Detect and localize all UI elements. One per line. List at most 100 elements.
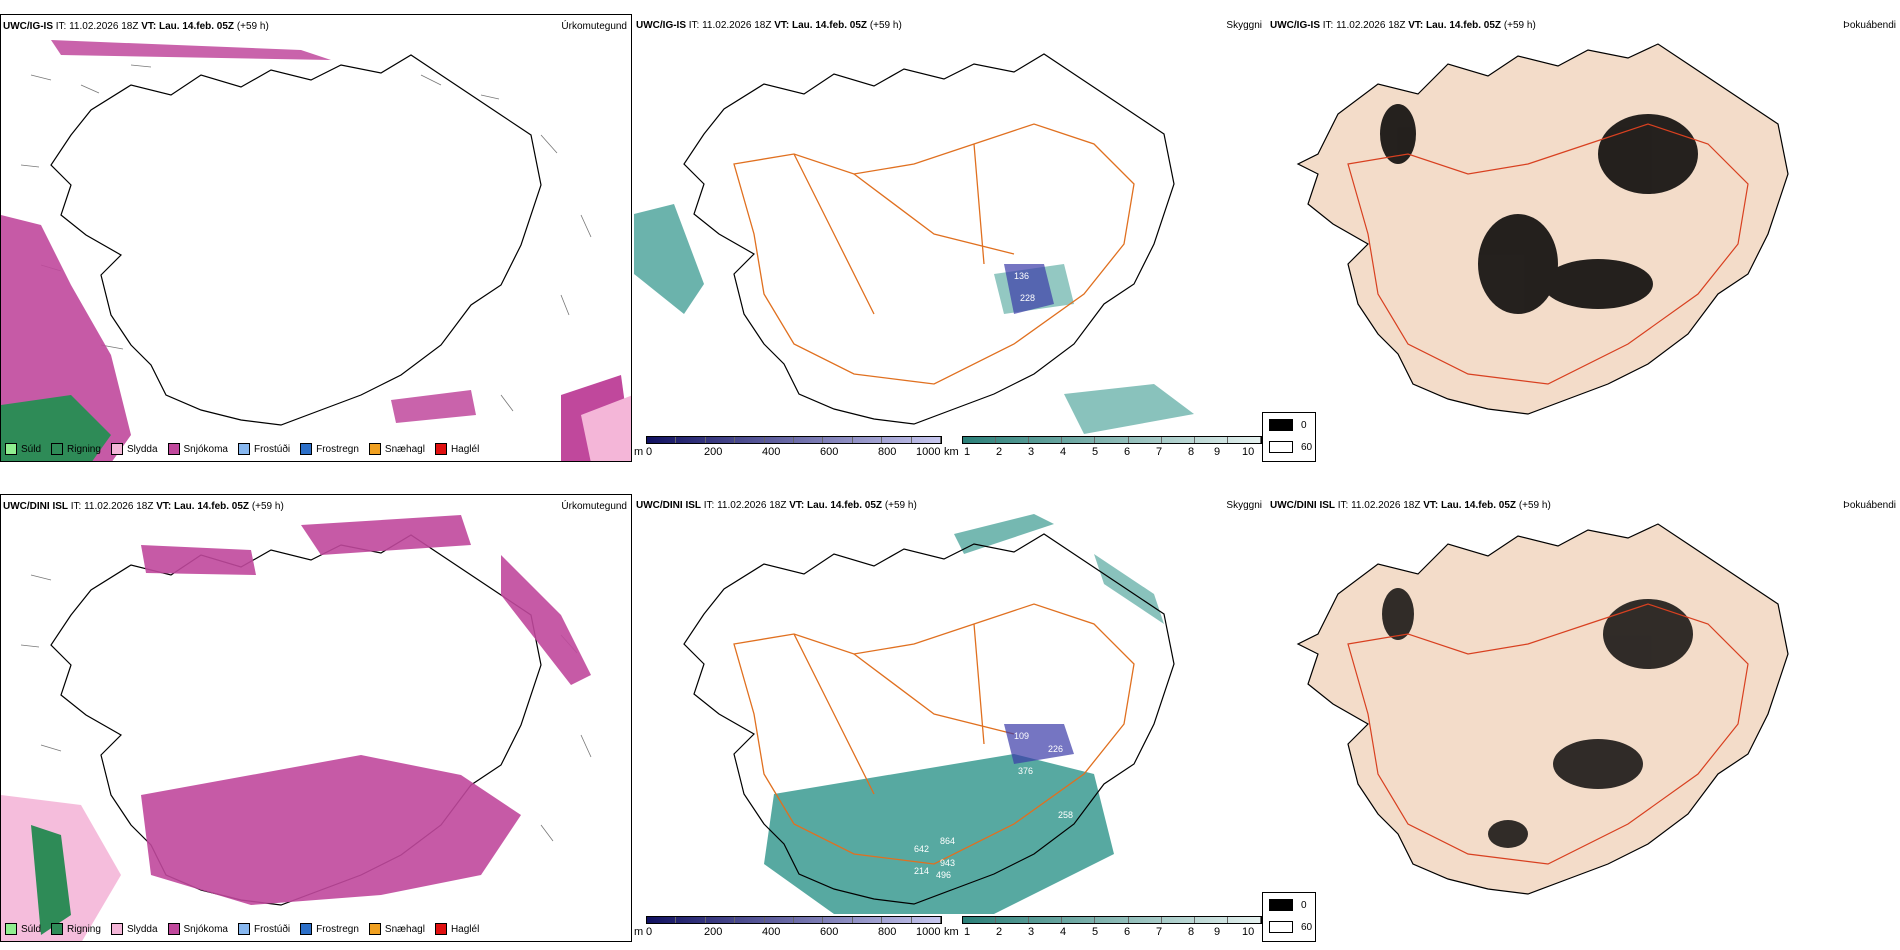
- model-name: UWC/DINI ISL: [3, 501, 68, 512]
- legend-item: Haglél: [434, 923, 479, 935]
- fog-legend-row2: 0 60: [1262, 892, 1316, 942]
- precip-panel-row1: UWC/IG-IS IT: 11.02.2026 18Z VT: Lau. 14…: [0, 14, 632, 462]
- valid-time: VT: Lau. 14.feb. 05Z: [1408, 20, 1502, 31]
- legend-item: Frostúði: [237, 443, 290, 455]
- visibility-tick: 9: [1214, 446, 1221, 458]
- legend-item: Frostregn: [300, 443, 359, 455]
- lead-time: (+59 h): [251, 501, 284, 512]
- panel-title: Skyggni: [1226, 20, 1262, 31]
- valid-time: VT: Lau. 14.feb. 05Z: [141, 21, 235, 32]
- visibility-panel-row1: 136 228 UWC/IG-IS IT: 11.02.2026 18Z VT:…: [634, 14, 1266, 462]
- visibility-tick: 10: [1242, 446, 1255, 458]
- visibility-colorbar-row1: km 1 2 3 4 5 6 7 8 9 10: [944, 436, 1262, 460]
- ceiling-label: 228: [1020, 293, 1035, 303]
- visibility-tick: 2: [996, 926, 1003, 938]
- ceiling-label: 128: [940, 726, 955, 736]
- fog-panel-row1: UWC/IG-IS IT: 11.02.2026 18Z VT: Lau. 14…: [1268, 14, 1900, 462]
- visibility-tick: 8: [1188, 926, 1195, 938]
- visibility-tick: 1: [964, 446, 971, 458]
- visibility-tick: 1: [964, 926, 971, 938]
- legend-item: Snjókoma: [167, 923, 228, 935]
- fog-legend-row1: 0 60: [1262, 412, 1316, 462]
- ceiling-label: 864: [940, 836, 955, 846]
- precip-map-row2: [1, 515, 592, 941]
- valid-time: VT: Lau. 14.feb. 05Z: [774, 20, 868, 31]
- panel-title: Úrkomutegund: [561, 21, 627, 32]
- visibility-tick: 3: [1028, 446, 1035, 458]
- visibility-colorbar-row2: km 1 2 3 4 5 6 7 8 9 10: [944, 916, 1262, 940]
- ceiling-tick: 1000: [916, 446, 941, 458]
- iceland-outline-row2-vis: [683, 533, 1175, 905]
- lead-time: (+59 h): [869, 20, 902, 31]
- init-time: IT: 11.02.2026 18Z: [703, 500, 787, 511]
- legend-item: Snæhagl: [368, 443, 425, 455]
- precip-map-row1: [1, 40, 631, 461]
- visibility-tick: 7: [1156, 926, 1163, 938]
- visibility-map-row1: 136 228: [634, 53, 1194, 434]
- model-name: UWC/IG-IS: [1270, 20, 1320, 31]
- legend-item: Snæhagl: [368, 923, 425, 935]
- ceiling-label: 109: [1014, 731, 1029, 741]
- precip-header-row1: UWC/IG-IS IT: 11.02.2026 18Z VT: Lau. 14…: [1, 15, 631, 32]
- ceiling-label: 496: [936, 870, 951, 880]
- legend-item: Frostúði: [237, 923, 290, 935]
- visibility-map-row2: 128 109 226 376 961 642 864 214 943 496 …: [660, 514, 1175, 914]
- road-network: [733, 123, 1135, 385]
- visibility-tick: 6: [1124, 926, 1131, 938]
- fog-map-row2: [1296, 523, 1789, 895]
- panel-title: Skyggni: [1226, 500, 1262, 511]
- init-time: IT: 11.02.2026 18Z: [688, 20, 772, 31]
- fog-legend-label: 0: [1301, 899, 1307, 911]
- fog-legend-label: 0: [1301, 419, 1307, 431]
- init-time: IT: 11.02.2026 18Z: [55, 21, 139, 32]
- visibility-header-row1: UWC/IG-IS IT: 11.02.2026 18Z VT: Lau. 14…: [634, 14, 1266, 31]
- ceiling-tick: 0: [646, 926, 653, 938]
- ceiling-tick: 800: [878, 446, 897, 458]
- visibility-unit: km: [944, 926, 959, 938]
- legend-item: Slydda: [110, 923, 158, 935]
- ceiling-tick: 800: [878, 926, 897, 938]
- ceiling-tick: 200: [704, 926, 723, 938]
- visibility-panel-row2: 128 109 226 376 961 642 864 214 943 496 …: [634, 494, 1266, 942]
- visibility-tick: 4: [1060, 926, 1067, 938]
- valid-time: VT: Lau. 14.feb. 05Z: [1423, 500, 1517, 511]
- ceiling-label: 642: [914, 844, 929, 854]
- fog-panel-row2: UWC/DINI ISL IT: 11.02.2026 18Z VT: Lau.…: [1268, 494, 1900, 942]
- ceiling-label: 214: [914, 866, 929, 876]
- ceiling-tick: 400: [762, 926, 781, 938]
- model-name: UWC/DINI ISL: [636, 500, 701, 511]
- road-network: [733, 603, 1135, 865]
- ceiling-unit: m: [634, 446, 644, 458]
- visibility-tick: 6: [1124, 446, 1131, 458]
- fog-map-row1: [1296, 43, 1789, 415]
- ceiling-tick: 600: [820, 926, 839, 938]
- visibility-tick: 4: [1060, 446, 1067, 458]
- model-name: UWC/DINI ISL: [1270, 500, 1335, 511]
- fog-legend-label: 60: [1301, 921, 1313, 933]
- fog-header-row1: UWC/IG-IS IT: 11.02.2026 18Z VT: Lau. 14…: [1268, 14, 1900, 31]
- init-time: IT: 11.02.2026 18Z: [1322, 20, 1406, 31]
- precip-header-row2: UWC/DINI ISL IT: 11.02.2026 18Z VT: Lau.…: [1, 495, 631, 512]
- iceland-outline-row1: [50, 54, 542, 426]
- legend-item: Frostregn: [300, 923, 359, 935]
- panel-title: Úrkomutegund: [561, 501, 627, 512]
- ceiling-tick: 400: [762, 446, 781, 458]
- valid-time: VT: Lau. 14.feb. 05Z: [156, 501, 250, 512]
- model-name: UWC/IG-IS: [636, 20, 686, 31]
- ceiling-tick: 0: [646, 446, 653, 458]
- init-time: IT: 11.02.2026 18Z: [70, 501, 154, 512]
- ceiling-tick: 200: [704, 446, 723, 458]
- lead-time: (+59 h): [1518, 500, 1551, 511]
- precip-legend-row2: Súld Rigning Slydda Snjókoma Frostúði Fr…: [5, 923, 479, 935]
- legend-item: Slydda: [110, 443, 158, 455]
- legend-item: Súld: [5, 923, 41, 935]
- ceiling-label: 226: [1048, 744, 1063, 754]
- ceiling-label: 376: [1018, 766, 1033, 776]
- visibility-unit: km: [944, 446, 959, 458]
- ceiling-colorbar-row2: m 0 200 400 600 800 1000: [634, 916, 942, 940]
- ceiling-colorbar-row1: m 0 200 400 600 800 1000: [634, 436, 942, 460]
- visibility-tick: 5: [1092, 446, 1099, 458]
- visibility-tick: 7: [1156, 446, 1163, 458]
- iceland-outline-row1-vis: [683, 53, 1175, 425]
- ceiling-tick: 600: [820, 446, 839, 458]
